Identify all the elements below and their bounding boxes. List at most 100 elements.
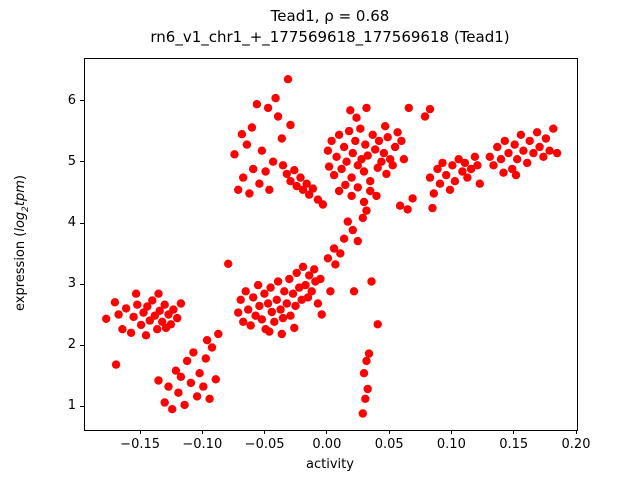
scatter-point <box>102 314 111 323</box>
scatter-point <box>265 185 274 194</box>
scatter-point <box>263 299 273 308</box>
scatter-point <box>154 289 163 298</box>
scatter-point <box>352 113 361 122</box>
scatter-point <box>368 130 377 139</box>
scatter-point <box>390 142 400 152</box>
scatter-point <box>286 177 295 186</box>
x-tick-mark <box>201 430 203 434</box>
scatter-point <box>260 289 269 298</box>
scatter-point <box>408 194 417 203</box>
scatter-point <box>363 151 372 160</box>
scatter-point <box>395 201 405 210</box>
scatter-point <box>393 128 402 137</box>
chart-subtitle: rn6_v1_chr1_+_177569618_177569618 (Tead1… <box>150 28 510 46</box>
scatter-point <box>239 317 248 326</box>
scatter-point <box>485 152 494 161</box>
scatter-point <box>129 312 138 322</box>
x-tick-label: 0.00 <box>312 437 342 452</box>
scatter-point <box>499 168 508 177</box>
scatter-point <box>318 200 328 209</box>
scatter-point <box>361 394 370 403</box>
scatter-point <box>139 308 148 317</box>
x-tick-mark <box>326 430 328 434</box>
y-axis-label-tpm: tpm <box>13 180 29 207</box>
scatter-point <box>348 225 357 235</box>
scatter-point <box>510 140 519 149</box>
scatter-point <box>245 189 254 198</box>
scatter-point <box>207 343 217 352</box>
scatter-point <box>236 295 245 304</box>
scatter-point <box>489 161 498 170</box>
scatter-point <box>242 140 252 149</box>
scatter-point <box>143 302 152 311</box>
scatter-point <box>450 177 460 186</box>
scatter-point <box>382 169 391 179</box>
scatter-point <box>339 234 349 243</box>
scatter-point <box>195 369 204 378</box>
scatter-point <box>276 305 285 314</box>
x-tick-mark <box>513 430 515 434</box>
scatter-point <box>346 106 355 115</box>
scatter-point <box>234 185 243 194</box>
scatter-point <box>277 134 286 143</box>
scatter-point <box>493 142 502 152</box>
scatter-point <box>173 313 182 323</box>
scatter-point <box>301 280 310 290</box>
scatter-point <box>263 103 273 113</box>
scatter-point <box>186 378 196 388</box>
scatter-point <box>379 148 389 158</box>
scatter-point <box>272 295 281 304</box>
scatter-point <box>121 304 131 313</box>
x-tick-label: −0.15 <box>120 437 161 452</box>
scatter-point <box>323 146 333 155</box>
scatter-point <box>286 311 295 320</box>
scatter-point <box>336 249 345 258</box>
scatter-point <box>136 320 146 330</box>
scatter-point <box>362 356 371 366</box>
scatter-point <box>296 173 305 182</box>
scatter-point <box>305 190 314 199</box>
scatter-point <box>192 392 202 401</box>
scatter-point <box>303 293 313 302</box>
scatter-point <box>529 148 538 158</box>
scatter-point <box>362 206 371 215</box>
x-tick-label: −0.05 <box>244 437 285 452</box>
x-tick-mark <box>450 430 452 434</box>
scatter-point <box>383 133 392 142</box>
scatter-point <box>329 244 339 253</box>
y-axis-label: expression (log2tpm) <box>13 175 31 311</box>
y-axis-label-prefix: expression ( <box>13 231 29 311</box>
y-tick-label: 2 <box>67 337 76 353</box>
scatter-point <box>373 320 382 329</box>
scatter-point <box>285 274 294 284</box>
scatter-point <box>180 400 189 410</box>
scatter-point <box>420 112 430 121</box>
y-tick-mark <box>80 100 84 102</box>
scatter-point <box>541 134 551 143</box>
scatter-point <box>373 163 382 172</box>
scatter-point <box>257 146 267 155</box>
x-axis-label: activity <box>306 457 354 472</box>
scatter-point <box>513 155 522 164</box>
scatter-point <box>148 296 157 305</box>
scatter-point <box>247 123 257 132</box>
y-tick-label: 1 <box>67 398 76 414</box>
scatter-point <box>280 287 289 296</box>
scatter-point <box>168 405 177 414</box>
scatter-point <box>334 186 344 196</box>
scatter-point <box>171 366 181 375</box>
scatter-point <box>189 348 198 357</box>
scatter-point <box>353 161 362 170</box>
scatter-point <box>508 164 517 174</box>
scatter-point <box>549 124 558 133</box>
scatter-point <box>205 394 214 403</box>
scatter-point <box>316 274 325 284</box>
scatter-point <box>552 148 562 158</box>
y-tick-label: 4 <box>67 215 76 230</box>
scatter-point <box>371 145 380 154</box>
scatter-point <box>525 136 534 146</box>
scatter-point <box>466 164 476 174</box>
scatter-point <box>298 185 308 194</box>
x-tick-label: 0.05 <box>374 437 404 452</box>
